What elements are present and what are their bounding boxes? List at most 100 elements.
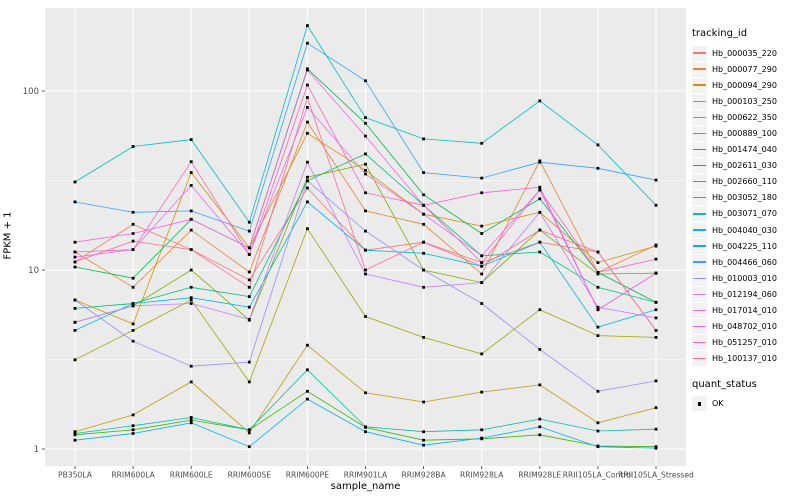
legend-item-Hb_000622_350: Hb_000622_350 [692, 109, 798, 125]
legend-item-label: Hb_012194_060 [712, 289, 777, 299]
data-point [73, 180, 77, 184]
data-point [480, 176, 484, 180]
data-point [538, 160, 542, 164]
data-point [189, 421, 193, 425]
data-point [364, 209, 367, 213]
legend-key-swatch [692, 222, 707, 238]
data-point [189, 380, 193, 384]
data-point [422, 400, 425, 404]
data-point [596, 421, 600, 425]
data-point [189, 416, 193, 419]
data-point [596, 308, 600, 312]
data-point [422, 268, 425, 272]
data-point [364, 116, 367, 119]
legend-key-swatch [692, 286, 707, 302]
data-point [306, 186, 309, 190]
data-point [422, 193, 425, 197]
data-point [189, 209, 193, 213]
data-point [247, 305, 251, 309]
data-point [480, 352, 484, 356]
data-point [596, 334, 600, 337]
data-point [538, 99, 542, 103]
data-point [654, 446, 658, 450]
x-tick-label: RRIM928LA [460, 471, 504, 480]
data-point [73, 250, 77, 254]
data-point [247, 246, 251, 250]
legend-key-line [693, 197, 706, 199]
legend-item-label: Hb_000035_220 [712, 48, 777, 58]
data-point [422, 336, 425, 339]
legend-item-label: Hb_003052_180 [712, 193, 777, 203]
legend-key-line [693, 293, 706, 296]
data-point [364, 169, 367, 172]
data-point [538, 417, 542, 421]
data-point [538, 425, 542, 429]
data-point [247, 360, 251, 364]
data-point [131, 424, 135, 428]
legend-item-Hb_000103_250: Hb_000103_250 [692, 93, 798, 109]
legend-item-Hb_010003_010: Hb_010003_010 [692, 270, 798, 286]
legend-item-Hb_051257_010: Hb_051257_010 [692, 335, 798, 351]
data-point [189, 171, 193, 174]
data-point [73, 255, 77, 259]
data-point [364, 430, 367, 434]
data-point [247, 380, 251, 384]
data-point [422, 203, 425, 207]
data-point [306, 24, 309, 27]
data-point [189, 268, 193, 272]
legend-item-Hb_002660_110: Hb_002660_110 [692, 174, 798, 190]
data-point [480, 302, 484, 305]
data-point [480, 191, 484, 195]
legend-key-line [693, 325, 706, 328]
data-point [247, 318, 251, 321]
x-tick-label: RRIM901LA [344, 471, 388, 480]
legend-key-swatch [692, 303, 707, 319]
data-point [654, 203, 658, 207]
data-point [654, 316, 658, 320]
data-point [538, 185, 542, 189]
legend-key-swatch [692, 126, 707, 142]
legend-item-label: Hb_017014_010 [712, 306, 777, 316]
data-point [247, 295, 251, 298]
data-point [538, 308, 542, 312]
legend-item-label: Hb_000094_290 [712, 80, 777, 90]
legend-title-tracking-id: tracking_id [692, 28, 748, 39]
legend-key-swatch [692, 109, 707, 125]
legend-key-line [693, 116, 706, 118]
data-point [306, 200, 309, 204]
data-point [247, 220, 251, 224]
legend-key-line [693, 245, 706, 247]
data-point [654, 329, 658, 332]
data-point [131, 222, 135, 226]
y-tick-label: 10 [28, 266, 39, 276]
legend-key-swatch [692, 174, 707, 190]
data-point [189, 364, 193, 368]
data-point [422, 285, 425, 289]
data-point [247, 428, 251, 432]
data-point [364, 391, 367, 395]
data-point [73, 307, 77, 310]
data-point [538, 228, 542, 232]
x-tick-label: RRIM928LE [518, 471, 561, 480]
data-point [422, 443, 425, 447]
data-point [247, 431, 251, 435]
x-tick-label: RRIM928BA [401, 471, 446, 480]
legend-key-swatch [692, 142, 707, 158]
legend-item-Hb_012194_060: Hb_012194_060 [692, 286, 798, 302]
data-point [73, 260, 77, 264]
data-point [364, 79, 367, 83]
x-tick-label: PB350LA [58, 471, 93, 480]
data-point [131, 248, 135, 251]
data-point [73, 240, 77, 244]
x-tick-label: RRII105LA_Control [563, 471, 633, 480]
data-point [538, 240, 542, 244]
legend-key-swatch [692, 45, 707, 61]
data-point [131, 428, 135, 432]
data-point [131, 145, 135, 148]
legend-key-swatch [692, 93, 707, 109]
legend-key-swatch [692, 77, 707, 93]
data-point [480, 224, 484, 228]
data-point [247, 229, 251, 233]
legend-key-line [693, 277, 706, 279]
